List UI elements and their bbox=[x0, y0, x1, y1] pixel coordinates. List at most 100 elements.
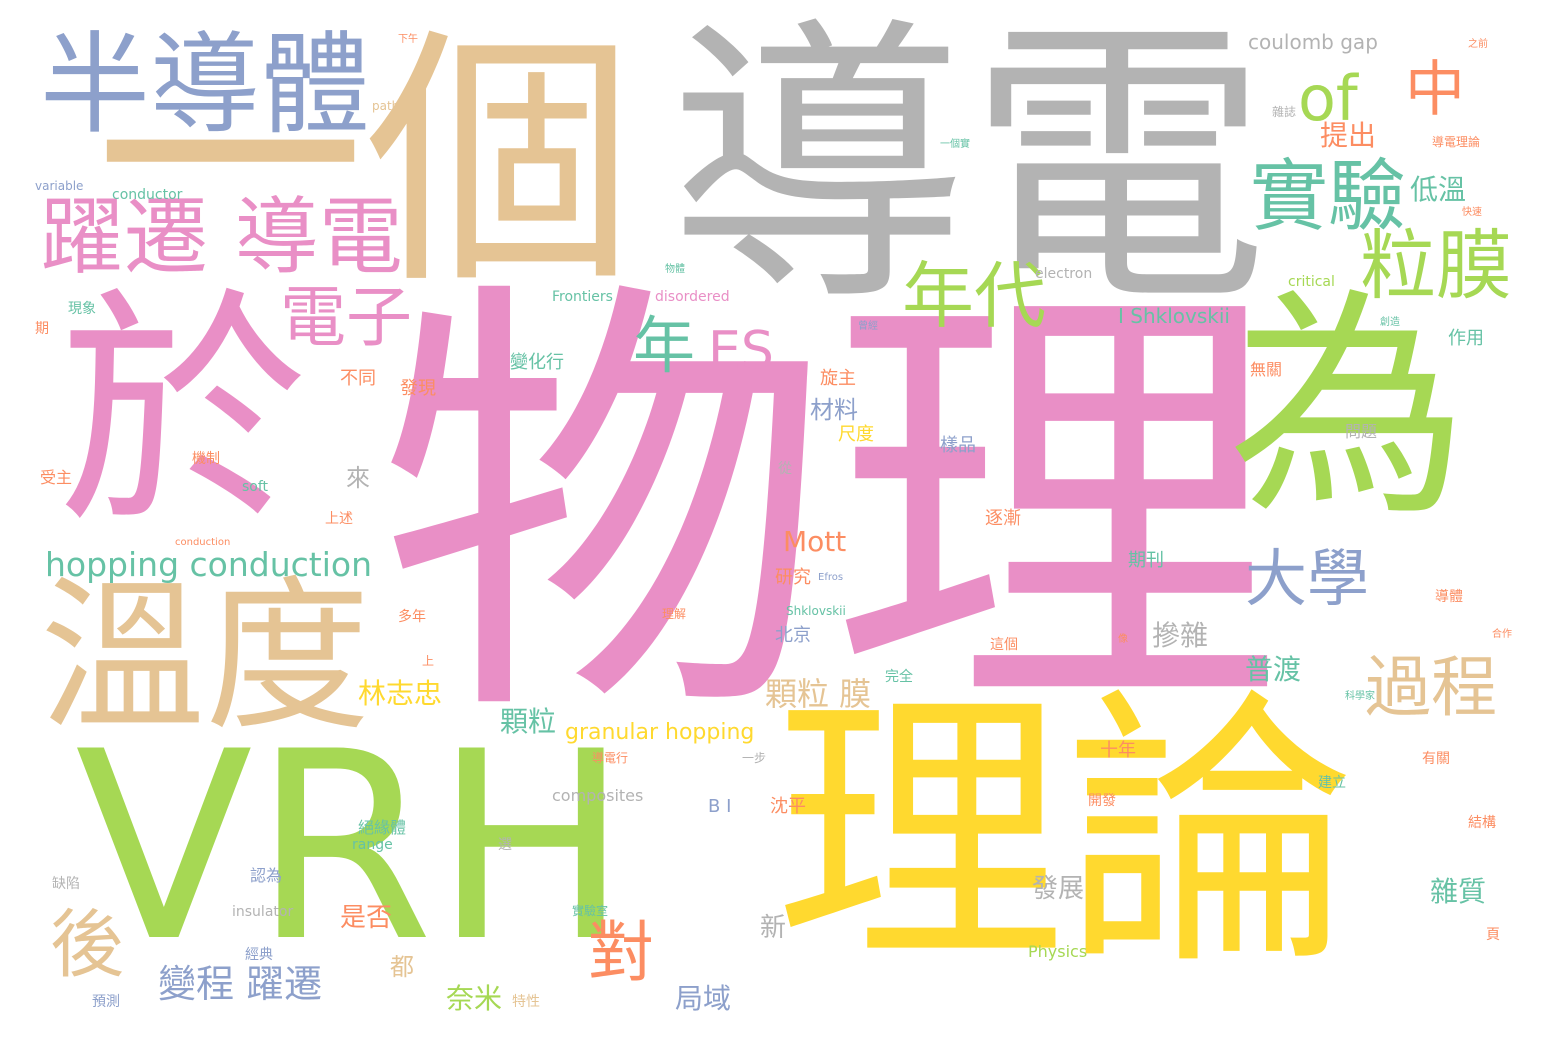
cloud-word: 奈米 bbox=[446, 982, 503, 1015]
cloud-word: of bbox=[1298, 62, 1358, 135]
cloud-word: 理論 bbox=[775, 666, 1355, 1003]
cloud-word: 樣品 bbox=[940, 435, 976, 456]
cloud-word: 顆粒 膜 bbox=[765, 675, 872, 713]
cloud-word: 理解 bbox=[662, 607, 687, 621]
cloud-word: 半導體 bbox=[40, 21, 370, 149]
cloud-word: 作用 bbox=[1448, 328, 1484, 349]
cloud-word: 提出 bbox=[1320, 119, 1377, 152]
cloud-word: 局域 bbox=[675, 982, 732, 1015]
cloud-word: 後 bbox=[50, 902, 124, 988]
cloud-word: 年代 bbox=[902, 254, 1047, 338]
cloud-word: Physics bbox=[1028, 942, 1088, 961]
cloud-word: electron bbox=[1035, 266, 1093, 282]
cloud-word: 曾經 bbox=[858, 321, 878, 332]
cloud-word: 導電 bbox=[668, 0, 1268, 342]
cloud-word: 年 bbox=[633, 309, 696, 382]
cloud-word: 對 bbox=[588, 914, 654, 991]
cloud-word: 發現 bbox=[400, 378, 436, 399]
cloud-word: 普渡 bbox=[1245, 653, 1302, 686]
cloud-word: 顆粒 bbox=[500, 705, 557, 738]
cloud-word: 特性 bbox=[512, 994, 540, 1010]
cloud-word: 研究 bbox=[775, 567, 811, 588]
cloud-word: 絕緣體 bbox=[358, 818, 407, 837]
cloud-word: 現象 bbox=[68, 301, 96, 317]
cloud-word: 過程 bbox=[1365, 649, 1497, 726]
cloud-word: 認為 bbox=[250, 866, 283, 885]
cloud-word: path bbox=[372, 99, 400, 113]
cloud-word: 導電理論 bbox=[1432, 135, 1481, 149]
cloud-word: B I bbox=[708, 796, 732, 817]
cloud-word: critical bbox=[1288, 274, 1335, 290]
cloud-word: 無關 bbox=[1250, 360, 1283, 379]
cloud-word: variable bbox=[35, 179, 84, 193]
cloud-word: 創造 bbox=[1380, 317, 1400, 328]
cloud-word: 這個 bbox=[990, 637, 1018, 653]
cloud-word: 溫度 bbox=[40, 561, 370, 753]
cloud-word: 躍遷 導電 bbox=[40, 188, 403, 286]
cloud-word: coulomb gap bbox=[1248, 30, 1378, 54]
cloud-word: composites bbox=[552, 786, 644, 805]
cloud-word: 發展 bbox=[1032, 874, 1085, 904]
cloud-word: 結構 bbox=[1468, 815, 1496, 831]
cloud-word: 尺度 bbox=[838, 424, 874, 445]
cloud-word: 一個實 bbox=[940, 139, 970, 150]
cloud-word: Frontiers bbox=[552, 289, 613, 305]
cloud-word: 機制 bbox=[192, 451, 220, 467]
cloud-word: 中 bbox=[1405, 55, 1465, 125]
cloud-word: 一個 bbox=[95, 5, 635, 320]
cloud-word: 物理 bbox=[378, 245, 1282, 772]
cloud-word: 頁 bbox=[1486, 927, 1500, 943]
cloud-word: 建立 bbox=[1318, 775, 1346, 791]
cloud-word: 為 bbox=[1228, 268, 1469, 548]
cloud-word: 多年 bbox=[398, 609, 426, 625]
cloud-word: disordered bbox=[655, 289, 730, 305]
cloud-word: 期刊 bbox=[1128, 550, 1164, 571]
cloud-word: 缺陷 bbox=[52, 876, 80, 892]
cloud-word: 於 bbox=[58, 267, 308, 558]
cloud-word: 雜質 bbox=[1430, 875, 1487, 908]
cloud-word: 低溫 bbox=[1410, 173, 1467, 206]
cloud-word: 材料 bbox=[810, 396, 858, 424]
cloud-word: Efros bbox=[818, 572, 844, 583]
cloud-word: 有關 bbox=[1422, 751, 1450, 767]
cloud-word: Shklovskii bbox=[786, 604, 846, 618]
cloud-word: 電子 bbox=[280, 279, 412, 356]
cloud-word: 實驗室 bbox=[572, 904, 609, 918]
cloud-word: 之前 bbox=[1468, 39, 1488, 50]
cloud-word: 變化行 bbox=[510, 352, 564, 373]
cloud-word: 像 bbox=[1118, 634, 1128, 645]
cloud-word: conduction bbox=[175, 537, 231, 548]
cloud-word: 十年 bbox=[1100, 740, 1136, 761]
cloud-word: 雜誌 bbox=[1272, 105, 1297, 119]
cloud-word: 開發 bbox=[1088, 793, 1116, 809]
cloud-word: 北京 bbox=[775, 625, 811, 646]
cloud-word: Mott bbox=[783, 525, 847, 558]
cloud-word: 變程 躍遷 bbox=[158, 962, 323, 1006]
cloud-word: 下午 bbox=[398, 34, 418, 45]
cloud-word: insulator bbox=[232, 904, 294, 920]
cloud-word: 經典 bbox=[245, 947, 273, 963]
cloud-word: 大學 bbox=[1245, 542, 1370, 615]
cloud-word: 旋主 bbox=[820, 368, 856, 389]
cloud-word: ES bbox=[708, 321, 774, 381]
cloud-word: 從 bbox=[778, 461, 792, 477]
cloud-word: 上 bbox=[422, 654, 435, 668]
cloud-word: 物體 bbox=[665, 264, 685, 275]
cloud-word: 不同 bbox=[340, 368, 376, 389]
cloud-word: 導電行 bbox=[592, 751, 629, 765]
cloud-word: 導體 bbox=[1435, 589, 1463, 605]
cloud-word: 摻雜 bbox=[1152, 619, 1209, 652]
cloud-word: granular hopping bbox=[565, 720, 755, 745]
cloud-word: 實驗 bbox=[1250, 152, 1407, 242]
cloud-word: 一步 bbox=[742, 751, 767, 765]
cloud-word: I Shklovskii bbox=[1118, 304, 1230, 328]
cloud-word: 都 bbox=[390, 953, 414, 981]
cloud-word: soft bbox=[242, 479, 269, 495]
cloud-word: 粒膜 bbox=[1360, 221, 1512, 310]
cloud-word: 期 bbox=[35, 321, 49, 337]
cloud-word: 逐漸 bbox=[985, 508, 1021, 529]
cloud-word: 預測 bbox=[92, 994, 120, 1010]
cloud-word: VRH bbox=[75, 697, 630, 999]
cloud-word: 沈平 bbox=[770, 796, 806, 817]
